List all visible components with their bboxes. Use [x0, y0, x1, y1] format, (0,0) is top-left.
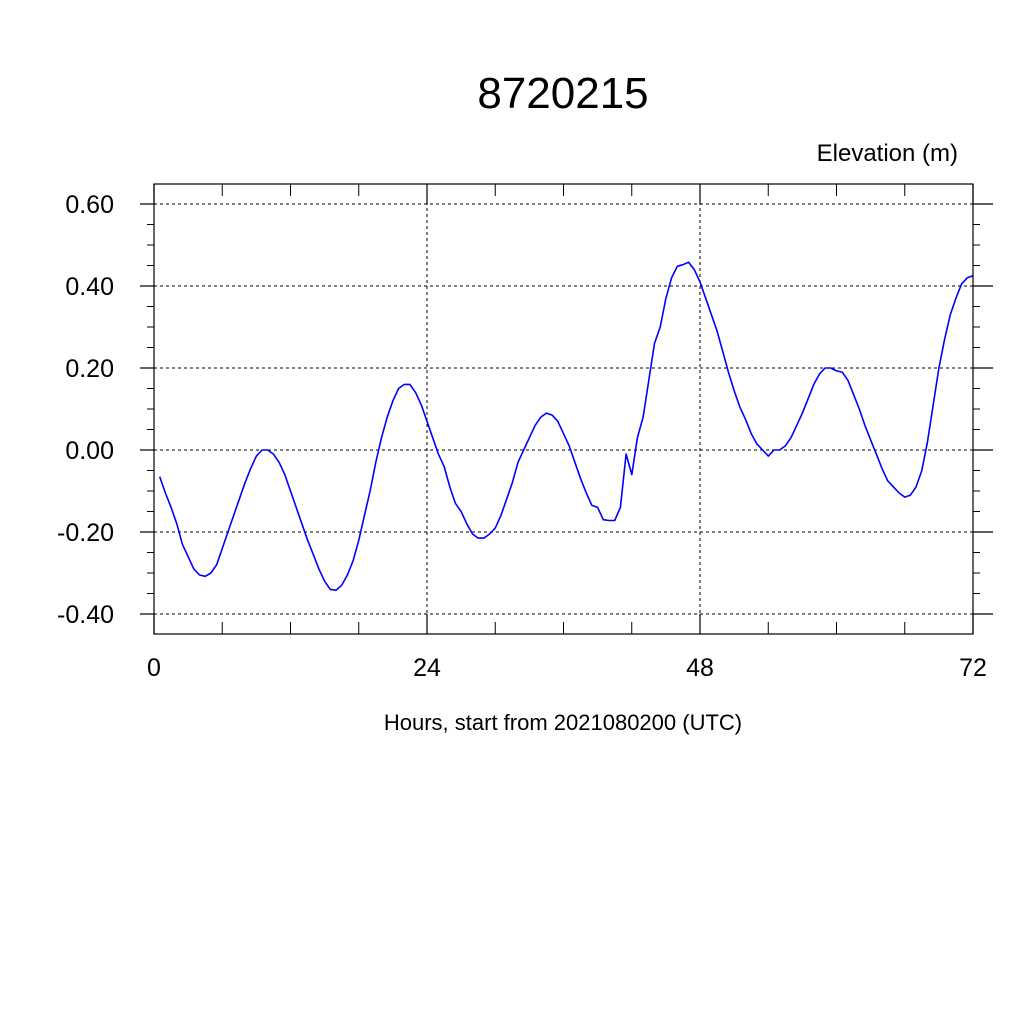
y-tick-label: 0.60	[65, 191, 114, 219]
x-tick-label: 48	[686, 654, 714, 682]
y-tick-label: -0.40	[57, 601, 114, 629]
grid-lines	[154, 184, 973, 634]
y-tick-label: 0.00	[65, 437, 114, 465]
y-tick-label: -0.20	[57, 519, 114, 547]
y-tick-label: 0.40	[65, 273, 114, 301]
plot-frame	[153, 183, 974, 635]
x-tick-label: 0	[147, 654, 161, 682]
chart-title: 8720215	[477, 69, 648, 118]
series-layer	[158, 261, 974, 592]
y-axis-label: Elevation (m)	[817, 140, 958, 167]
x-tick-label: 24	[413, 654, 441, 682]
series-line	[158, 261, 974, 592]
minor-ticks	[147, 184, 980, 634]
y-tick-label: 0.20	[65, 355, 114, 383]
y-tick-labels: -0.40 -0.20 0.00 0.20 0.40 0.60	[57, 191, 114, 629]
major-ticks	[140, 184, 993, 634]
x-tick-label: 72	[959, 654, 987, 682]
x-axis-label: Hours, start from 2021080200 (UTC)	[384, 710, 742, 735]
x-tick-labels: 0 24 48 72	[147, 654, 987, 682]
